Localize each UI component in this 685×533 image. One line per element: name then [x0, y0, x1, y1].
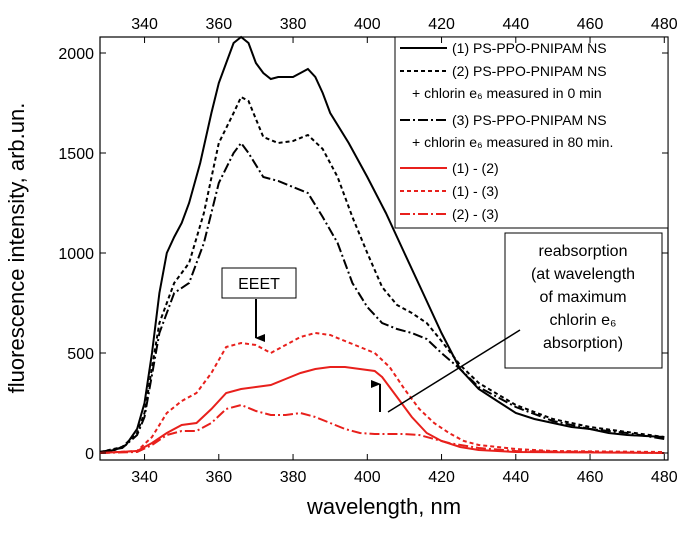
- x-top-tick-label: 420: [428, 16, 455, 33]
- plot-frame: [99, 36, 669, 461]
- x-tick-label: 480: [651, 469, 678, 486]
- x-top-tick-label: 380: [280, 16, 307, 33]
- x-top-tick-label: 360: [205, 16, 232, 33]
- x-tick-label: 460: [577, 469, 604, 486]
- series-line: [99, 35, 665, 453]
- x-tick-label: 340: [131, 469, 158, 486]
- x-tick-label: 380: [280, 469, 307, 486]
- legend-label: (1) - (2): [452, 160, 499, 176]
- y-tick-label: 0: [85, 446, 94, 463]
- annotation-box: [221, 267, 297, 299]
- legend-box: [394, 36, 669, 229]
- legend-label: (1) PS-PPO-PNIPAM NS: [452, 40, 607, 56]
- x-top-tick-label: 400: [354, 16, 381, 33]
- x-tick-label: 440: [502, 469, 529, 486]
- x-top-tick-label: 480: [651, 16, 678, 33]
- y-axis-title: fluorescence intensity, arb.un.: [4, 103, 29, 394]
- legend-label: (1) - (3): [452, 183, 499, 199]
- x-top-tick-label: 460: [577, 16, 604, 33]
- x-tick-label: 400: [354, 469, 381, 486]
- x-tick-label: 420: [428, 469, 455, 486]
- series-line: [99, 141, 665, 453]
- annotation-pointer: [387, 329, 521, 413]
- x-top-tick-label: 440: [502, 16, 529, 33]
- y-tick-label: 500: [67, 346, 94, 363]
- plot-area: [99, 35, 665, 454]
- y-tick-label: 1500: [58, 146, 94, 163]
- x-axis-title: wavelength, nm: [306, 494, 461, 519]
- x-top-tick-label: 340: [131, 16, 158, 33]
- series-line: [99, 403, 665, 454]
- series-line: [99, 331, 665, 454]
- x-tick-label: 360: [205, 469, 232, 486]
- annotation-box: [504, 232, 663, 369]
- series-line: [99, 366, 665, 454]
- annotation: reabsorption (at wavelength of maximum chlo…: [531, 243, 635, 352]
- annotation: EEET: [238, 276, 280, 293]
- legend-label: (2) - (3): [452, 206, 499, 222]
- y-tick-label: 2000: [58, 46, 94, 63]
- legend-label: (2) PS-PPO-PNIPAM NS + chlorin e₆ measure…: [412, 63, 607, 101]
- legend-label: (3) PS-PPO-PNIPAM NS + chlorin e₆ measure…: [412, 112, 613, 150]
- y-tick-label: 1000: [58, 246, 94, 263]
